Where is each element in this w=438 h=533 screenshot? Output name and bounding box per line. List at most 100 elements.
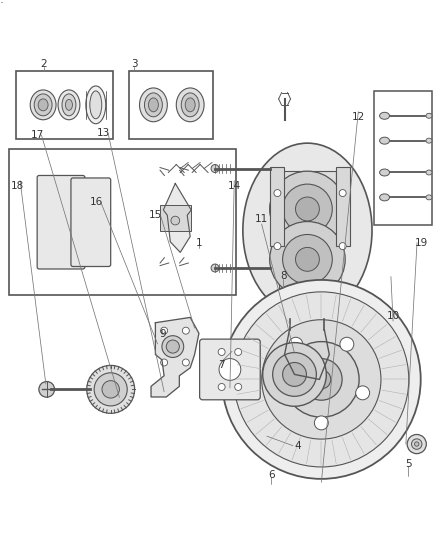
Text: 4: 4 — [294, 441, 300, 451]
Text: 12: 12 — [352, 112, 365, 122]
Circle shape — [94, 373, 127, 406]
Text: 13: 13 — [97, 128, 110, 138]
Circle shape — [39, 382, 55, 397]
Ellipse shape — [380, 169, 389, 176]
Circle shape — [296, 197, 319, 221]
Ellipse shape — [426, 195, 432, 200]
Circle shape — [162, 336, 184, 358]
Bar — [129, 71, 213, 139]
Bar — [336, 167, 350, 246]
Ellipse shape — [38, 99, 48, 111]
Circle shape — [182, 359, 189, 366]
Circle shape — [166, 340, 179, 353]
Circle shape — [182, 327, 189, 334]
Circle shape — [321, 319, 327, 325]
Ellipse shape — [426, 170, 432, 175]
Circle shape — [87, 366, 134, 413]
Text: 7: 7 — [218, 360, 225, 369]
Text: 14: 14 — [228, 181, 241, 191]
Bar — [9, 149, 236, 295]
Text: 8: 8 — [280, 271, 287, 281]
Circle shape — [339, 243, 346, 249]
Text: 15: 15 — [149, 209, 162, 220]
Circle shape — [234, 292, 409, 467]
Circle shape — [356, 386, 370, 400]
Bar — [160, 205, 191, 231]
Ellipse shape — [145, 93, 162, 117]
FancyBboxPatch shape — [37, 175, 85, 269]
Bar — [270, 167, 284, 246]
Circle shape — [283, 184, 332, 234]
Ellipse shape — [380, 137, 389, 144]
Text: 19: 19 — [415, 238, 428, 248]
Bar — [16, 71, 113, 139]
Ellipse shape — [185, 98, 195, 112]
Text: 5: 5 — [405, 459, 412, 469]
Circle shape — [235, 349, 242, 356]
Circle shape — [339, 190, 346, 197]
Circle shape — [300, 359, 342, 400]
Ellipse shape — [148, 98, 159, 112]
Circle shape — [283, 342, 359, 417]
Ellipse shape — [86, 86, 106, 124]
Ellipse shape — [380, 194, 389, 201]
Polygon shape — [163, 183, 191, 253]
Text: 2: 2 — [41, 59, 47, 69]
Ellipse shape — [90, 91, 102, 119]
Ellipse shape — [140, 88, 167, 122]
Circle shape — [235, 383, 242, 391]
Bar — [374, 91, 431, 225]
Text: 16: 16 — [90, 197, 103, 207]
Ellipse shape — [58, 90, 80, 120]
Circle shape — [412, 439, 422, 449]
Text: 9: 9 — [159, 329, 166, 339]
Bar — [279, 270, 336, 292]
Circle shape — [286, 319, 293, 325]
Circle shape — [270, 222, 345, 297]
Circle shape — [219, 359, 241, 381]
Text: 3: 3 — [131, 59, 138, 69]
Text: 1: 1 — [196, 238, 203, 248]
Circle shape — [222, 280, 421, 479]
Ellipse shape — [176, 88, 204, 122]
Polygon shape — [151, 318, 199, 397]
Ellipse shape — [426, 114, 432, 118]
Ellipse shape — [426, 138, 432, 143]
FancyBboxPatch shape — [200, 339, 260, 400]
Ellipse shape — [65, 99, 72, 110]
Text: 17: 17 — [31, 130, 44, 140]
Circle shape — [314, 416, 328, 430]
Bar — [279, 171, 336, 192]
Text: 18: 18 — [11, 181, 25, 191]
Circle shape — [171, 216, 180, 225]
FancyBboxPatch shape — [71, 178, 111, 266]
Text: 10: 10 — [386, 311, 399, 321]
Circle shape — [274, 190, 281, 197]
Circle shape — [262, 320, 381, 439]
Circle shape — [340, 337, 354, 351]
Circle shape — [211, 165, 219, 173]
Ellipse shape — [380, 112, 389, 119]
Text: 11: 11 — [255, 214, 268, 224]
Circle shape — [102, 381, 120, 398]
Circle shape — [407, 434, 426, 454]
Ellipse shape — [30, 90, 56, 120]
Circle shape — [273, 386, 287, 400]
Circle shape — [273, 352, 316, 397]
Circle shape — [283, 235, 332, 284]
Circle shape — [274, 243, 281, 249]
Ellipse shape — [62, 94, 76, 116]
Circle shape — [289, 337, 303, 351]
Circle shape — [218, 383, 225, 391]
Circle shape — [296, 247, 319, 271]
Circle shape — [270, 171, 345, 247]
Text: 6: 6 — [268, 470, 275, 480]
Circle shape — [161, 359, 168, 366]
Ellipse shape — [181, 93, 199, 117]
Circle shape — [161, 327, 168, 334]
Circle shape — [283, 362, 307, 386]
Circle shape — [211, 264, 219, 272]
Circle shape — [263, 343, 326, 406]
Circle shape — [218, 349, 225, 356]
Circle shape — [312, 370, 331, 389]
